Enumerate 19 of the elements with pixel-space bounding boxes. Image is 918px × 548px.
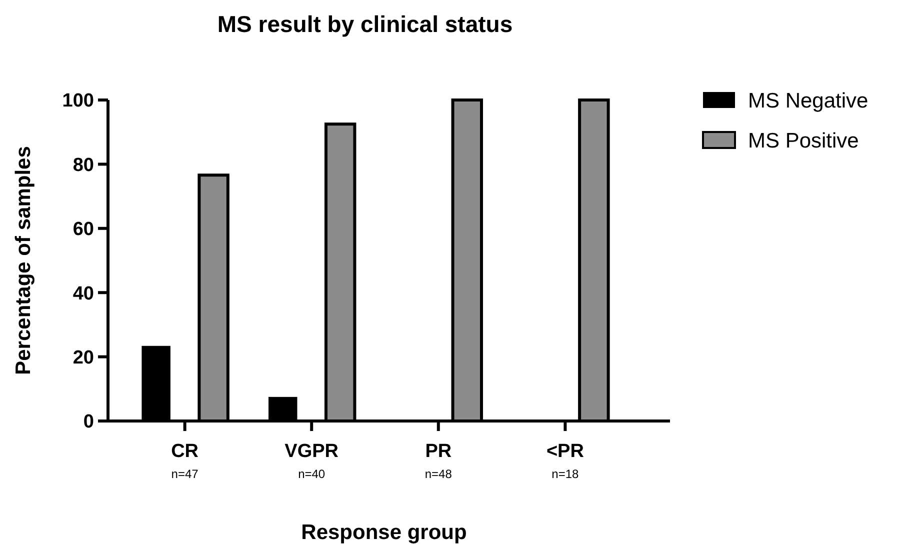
y-tick-label: 40 [72,283,94,304]
y-tick-label: 0 [83,412,94,433]
x-axis-title: Response group [301,521,467,544]
y-tick-label: 60 [72,219,94,240]
x-tick-label: CR [171,441,199,462]
y-axis-title: Percentage of samples [12,146,35,375]
legend-label: MS Positive [748,129,859,152]
x-tick-label: <PR [546,441,584,462]
x-tick-label: VGPR [284,441,339,462]
chart-title: MS result by clinical status [217,11,513,37]
x-tick-label: PR [425,441,452,462]
y-tick-label: 100 [62,90,94,112]
text: n=47 [171,467,199,481]
text: n=48 [424,467,452,481]
y-tick-label: 20 [72,347,94,368]
legend-label: MS Negative [748,89,868,112]
y-tick-label: 80 [72,154,94,176]
text: n=40 [298,467,326,481]
text: n=18 [552,467,580,481]
